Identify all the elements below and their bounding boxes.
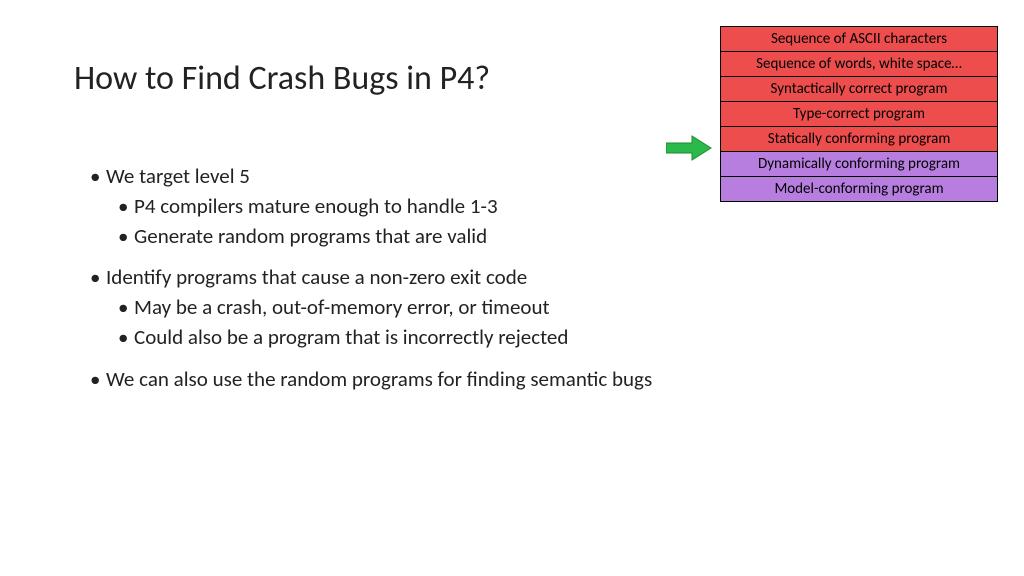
table-row: Model-conforming program bbox=[721, 177, 998, 202]
list-item: We can also use the random programs for … bbox=[90, 365, 850, 395]
table-row: Sequence of ASCII characters bbox=[721, 27, 998, 52]
list-item: Generate random programs that are valid bbox=[118, 222, 850, 252]
slide-title: How to Find Crash Bugs in P4? bbox=[74, 58, 490, 99]
levels-table: Sequence of ASCII charactersSequence of … bbox=[720, 26, 998, 202]
table-row: Syntactically correct program bbox=[721, 77, 998, 102]
table-row: Dynamically conforming program bbox=[721, 152, 998, 177]
table-row: Statically conforming program bbox=[721, 127, 998, 152]
table-row: Sequence of words, white space… bbox=[721, 52, 998, 77]
list-item: Could also be a program that is incorrec… bbox=[118, 323, 850, 353]
list-item: May be a crash, out-of-memory error, or … bbox=[118, 293, 850, 323]
arrow-icon bbox=[666, 134, 712, 162]
table-row: Type-correct program bbox=[721, 102, 998, 127]
list-item: Identify programs that cause a non-zero … bbox=[90, 263, 850, 293]
